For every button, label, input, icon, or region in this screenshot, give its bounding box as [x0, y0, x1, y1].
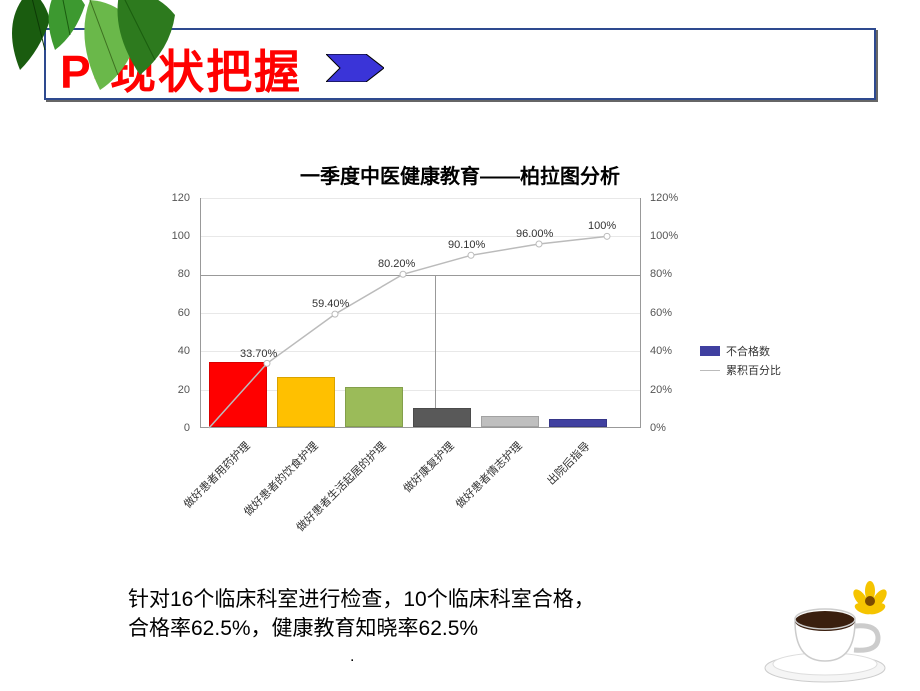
y-right-0: 0% — [650, 422, 700, 434]
pct-label-5: 100% — [588, 220, 616, 232]
legend: 不合格数 累积百分比 — [700, 343, 781, 381]
pct-label-1: 59.40% — [312, 298, 349, 310]
legend-swatch-bars — [700, 346, 720, 356]
y-left-100: 100 — [150, 230, 190, 242]
coffee-cup-decoration — [760, 566, 900, 686]
plot-area — [200, 198, 640, 428]
y-right-40: 40% — [650, 345, 700, 357]
legend-label-line: 累积百分比 — [726, 362, 781, 378]
y-left-120: 120 — [150, 192, 190, 204]
y-left-20: 20 — [150, 384, 190, 396]
leaf-decoration — [0, 0, 190, 150]
chart-title: 一季度中医健康教育——柏拉图分析 — [0, 160, 920, 189]
y-left-40: 40 — [150, 345, 190, 357]
pct-label-0: 33.70% — [240, 348, 277, 360]
pct-label-2: 80.20% — [378, 258, 415, 270]
analysis-line2: 合格率62.5%，健康教育知晓率62.5% — [128, 617, 478, 640]
y-right-80: 80% — [650, 268, 700, 280]
y-right-100: 100% — [650, 230, 700, 242]
y-left-60: 60 — [150, 307, 190, 319]
pct-label-3: 90.10% — [448, 239, 485, 251]
pareto-chart: 120 100 80 60 40 20 0 120% 100% 80% 60% … — [150, 198, 800, 518]
analysis-text: 针对16个临床科室进行检查，10个临床科室合格， 合格率62.5%，健康教育知晓… — [128, 585, 748, 644]
legend-swatch-line — [700, 370, 720, 371]
pct-label-4: 96.00% — [516, 228, 553, 240]
y-left-80: 80 — [150, 268, 190, 280]
arrow-icon — [326, 54, 384, 87]
analysis-line1: 针对16个临床科室进行检查，10个临床科室合格， — [128, 588, 595, 611]
y-right-120: 120% — [650, 192, 700, 204]
y-right-60: 60% — [650, 307, 700, 319]
y-left-0: 0 — [150, 422, 190, 434]
footer-dot: . — [350, 648, 354, 666]
legend-label-bars: 不合格数 — [726, 343, 770, 359]
y-right-20: 20% — [650, 384, 700, 396]
